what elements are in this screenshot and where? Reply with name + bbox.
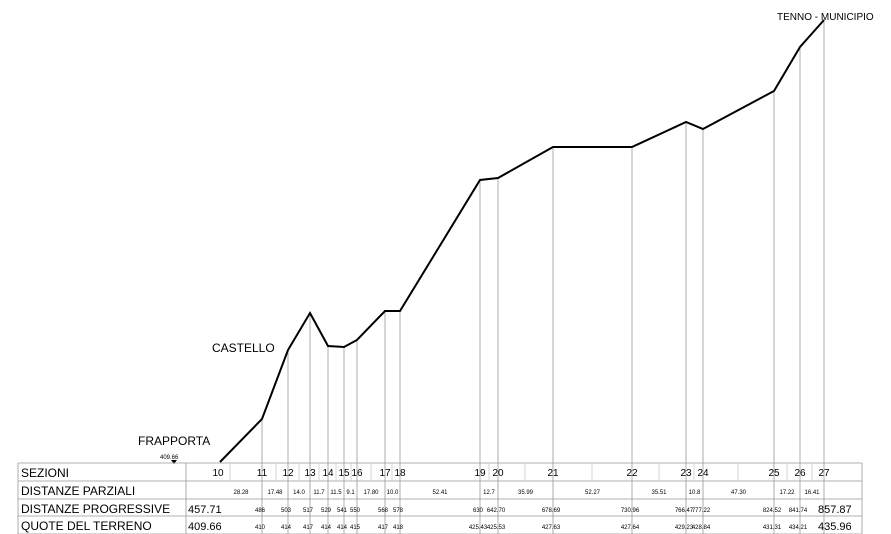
- row-label-sezioni: SEZIONI: [21, 466, 69, 480]
- row-label-distanze-progressive: DISTANZE PROGRESSIVE: [21, 502, 170, 516]
- progressive-distance: 550: [350, 508, 361, 514]
- partial-distance: 17.22: [779, 490, 795, 496]
- progressive-distance: 529: [321, 508, 332, 514]
- ground-elevation: 415: [350, 525, 361, 531]
- ground-elevation: 418: [393, 525, 404, 531]
- section-number: 10: [212, 468, 224, 479]
- progressive-distance: 841.74: [789, 508, 808, 514]
- progressive-distance: 541: [337, 508, 348, 514]
- section-number: 13: [304, 468, 316, 479]
- ground-elevation: 434.21: [789, 525, 808, 531]
- start-marker-icon: [171, 460, 177, 464]
- partial-distance: 52.27: [585, 490, 601, 496]
- partial-distance: 11.7: [313, 490, 325, 496]
- start-place-label: FRAPPORTA: [138, 434, 210, 448]
- section-number: 22: [626, 468, 638, 479]
- section-number: 11: [257, 468, 268, 479]
- progressive-distance: 486: [255, 508, 266, 514]
- partial-distance: 17.80: [363, 490, 379, 496]
- ground-elevation: 428.84: [692, 525, 711, 531]
- ground-elevation: 427.64: [621, 525, 640, 531]
- section-number: 20: [492, 468, 504, 479]
- progressive-distance: 766.47: [675, 508, 694, 514]
- progressive-distance: 517: [303, 508, 314, 514]
- profile-table: SEZIONI DISTANZE PARZIALI DISTANZE PROGR…: [17, 462, 863, 534]
- section-number: 21: [547, 468, 559, 479]
- section-number: 19: [474, 468, 486, 479]
- section-number: 26: [794, 468, 806, 479]
- progressive-distance: 824.52: [763, 508, 782, 514]
- section-number: 23: [680, 468, 692, 479]
- partial-distance: 47.30: [731, 490, 747, 496]
- start-elevation-label: 409.66: [160, 455, 179, 461]
- ground-elevation: 427.63: [542, 525, 561, 531]
- ground-elevation: 414: [337, 525, 348, 531]
- partial-distance: 52.41: [432, 490, 448, 496]
- ground-elevation: 431.31: [763, 525, 782, 531]
- ground-elevation: 425.53: [487, 525, 506, 531]
- end-elevation-value: 435.96: [818, 521, 852, 533]
- partial-distance: 35.99: [518, 490, 534, 496]
- progressive-distance: 568: [378, 508, 389, 514]
- section-number: 17: [379, 468, 391, 479]
- progressive-distance: 730.96: [621, 508, 640, 514]
- section-number: 24: [697, 468, 709, 479]
- ground-elevation: 414: [281, 525, 292, 531]
- castello-label: CASTELLO: [212, 341, 275, 355]
- start-elevation-value: 409.66: [188, 521, 222, 533]
- section-number: 16: [351, 468, 363, 479]
- partial-distance: 12.7: [483, 490, 495, 496]
- section-number: 18: [394, 468, 406, 479]
- ground-elevation: 429.23: [675, 525, 694, 531]
- section-number: 14: [322, 468, 334, 479]
- progressive-distance: 630: [473, 508, 484, 514]
- row-label-distanze-parziali: DISTANZE PARZIALI: [21, 484, 135, 498]
- start-progressive-value: 457.71: [188, 504, 222, 516]
- partial-distance: 10.8: [689, 490, 701, 496]
- table-cells: 10 11 486 410 12 503 414 13 517 417 14 529 414 15 541 4…: [212, 463, 830, 531]
- partial-distance: 10.0: [387, 490, 399, 496]
- partial-distance: 16.41: [804, 490, 820, 496]
- end-progressive-value: 857.87: [818, 504, 852, 516]
- ground-profile-line: [219, 19, 825, 463]
- partial-distance: 11.5: [330, 490, 342, 496]
- partial-distance: 17.48: [267, 490, 283, 496]
- progressive-distance: 678.69: [542, 508, 561, 514]
- partial-distance: 35.51: [651, 490, 667, 496]
- progressive-distance: 642.70: [487, 508, 506, 514]
- partial-distance: 9.1: [346, 490, 355, 496]
- ground-elevation: 410: [255, 525, 266, 531]
- partial-distance: 14.0: [293, 490, 305, 496]
- end-place-label: TENNO - MUNICIPIO: [777, 12, 874, 23]
- section-number: 12: [282, 468, 294, 479]
- progressive-distance: 777.22: [692, 508, 711, 514]
- progressive-distance: 578: [393, 508, 404, 514]
- ground-elevation: 417: [303, 525, 314, 531]
- section-verticals: [261, 20, 825, 534]
- ground-elevation: 425.43: [469, 525, 488, 531]
- partial-distance: 28.28: [233, 490, 249, 496]
- section-number: 27: [818, 468, 830, 479]
- ground-elevation: 417: [378, 525, 389, 531]
- section-number: 25: [768, 468, 780, 479]
- section-number: 15: [338, 468, 350, 479]
- ground-elevation: 414: [321, 525, 332, 531]
- row-label-quote-del-terreno: QUOTE DEL TERRENO: [21, 519, 152, 533]
- progressive-distance: 503: [281, 508, 292, 514]
